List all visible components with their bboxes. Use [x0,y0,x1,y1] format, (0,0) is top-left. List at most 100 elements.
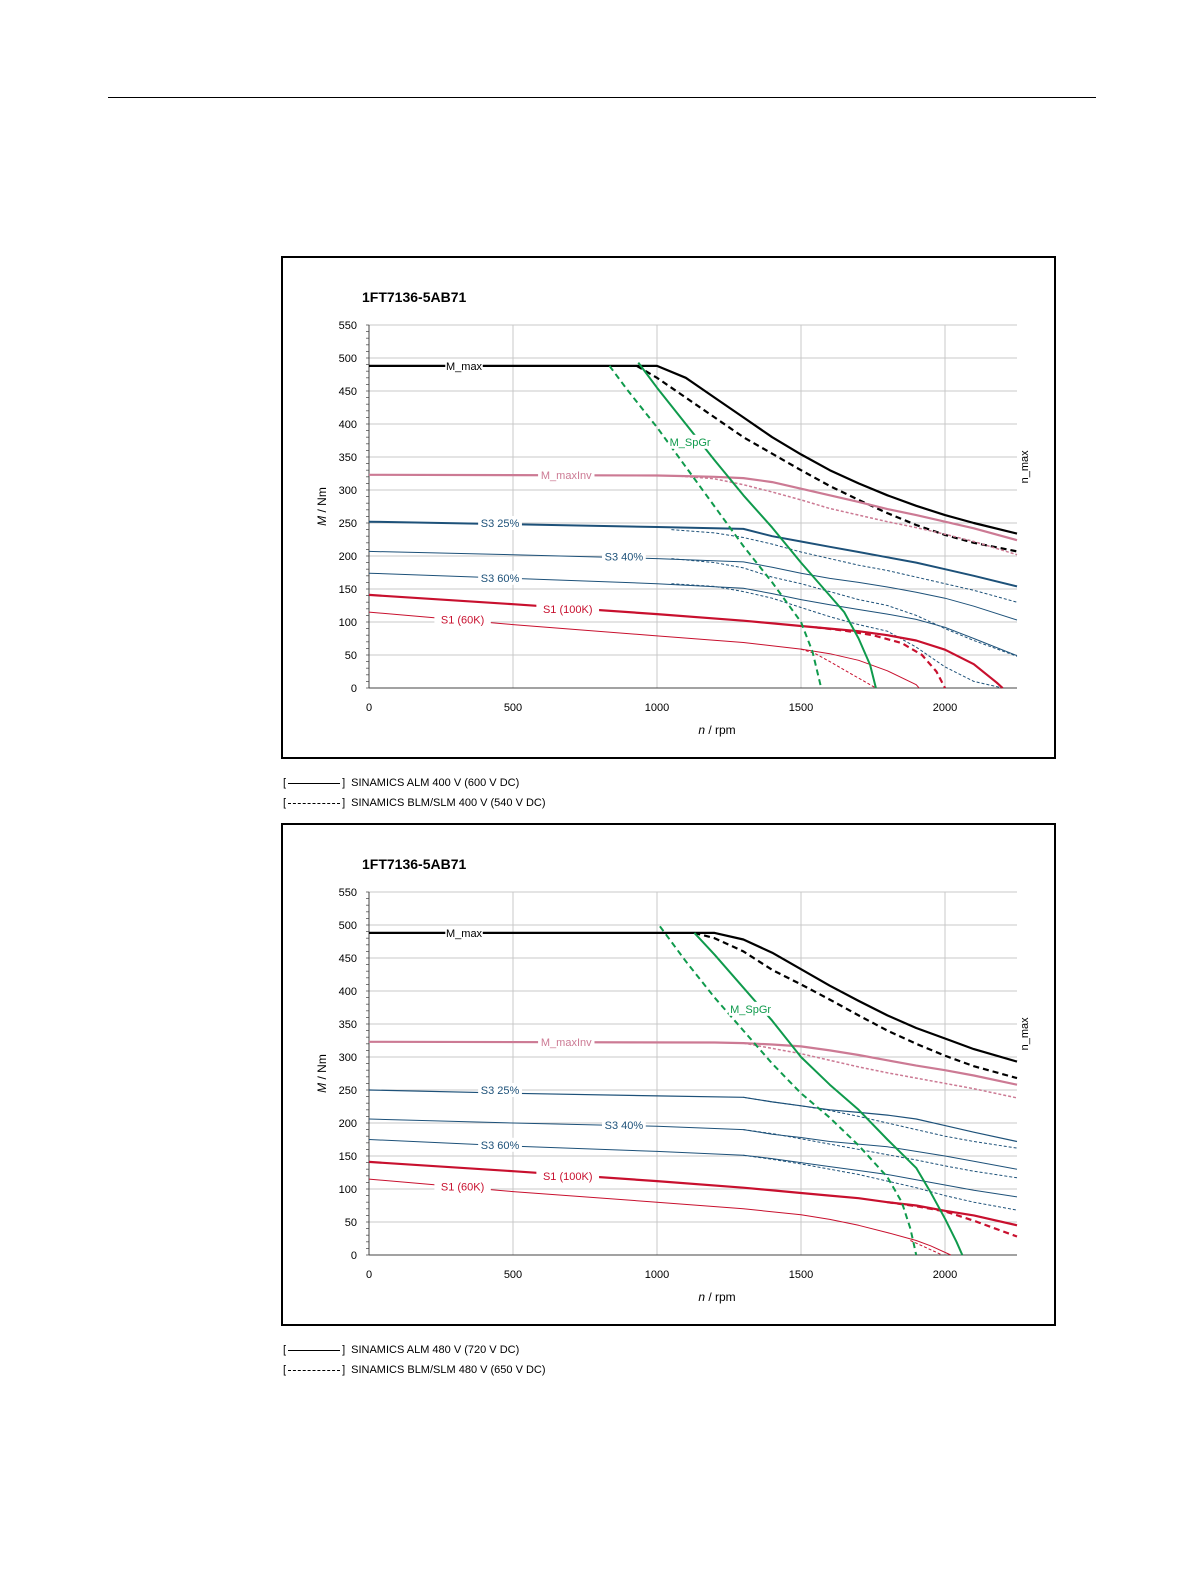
curve-label-text: S3 25% [481,1085,520,1097]
chart-panel-1: 1FT7136-5AB71 0 50 100 150 200 250 300 350 400 450… [281,256,1056,759]
n-max-label: n_max [1019,450,1031,484]
x-tick-label: 2000 [933,702,957,714]
curve-label-text: M_SpGr [730,1004,771,1016]
curve-label-s3-60: S3 60% [478,1137,522,1152]
x-tick-label: 1500 [789,1269,813,1281]
s3-40-solid-line [368,550,1018,621]
curve-label-text: S1 (60K) [441,1181,484,1193]
curve-label-s3-25: S3 25% [478,1083,522,1097]
curve-label-m-max: M_max [445,925,483,940]
y-tick-label: 0 [351,1250,357,1262]
series-11-dashed-line [887,1201,1018,1238]
curve-label-background [434,1179,491,1194]
x-axis-label: n / rpm [698,1290,735,1304]
curve-label-text: S3 25% [481,518,520,530]
y-tick-label: 550 [339,320,357,332]
curve-label-background [728,1001,773,1016]
s1-100k-solid-line [368,593,1004,689]
curve-label-s1-100k: S1 (100K) [536,601,600,616]
solid-line-swatch [288,1349,341,1351]
legend-row-dashed: [] SINAMICS BLM/SLM 480 V (650 V DC) [283,1360,546,1380]
curve-label-s3-25: S3 25% [478,516,522,530]
y-tick-label: 200 [339,1118,357,1130]
dashed-line-swatch [288,1369,341,1371]
legend-1: [] SINAMICS ALM 400 V (600 V DC) [] SINAMI… [283,773,546,813]
curve-label-m-spgr: M_SpGr [728,1001,773,1016]
m-max-solid-line [369,364,1018,535]
y-tick-label: 100 [339,617,357,629]
page-header-rule [108,97,1096,98]
series-11-dashed-line [815,626,946,689]
curve-label-background [478,1083,522,1097]
curve-label-background [445,358,483,373]
m-spgr-solid-line [637,362,877,689]
series-1-dashed-line [694,931,1018,1080]
legend-row-solid: [] SINAMICS ALM 400 V (600 V DC) [283,773,546,793]
series-3-dashed-line [679,475,1018,556]
legend-text: SINAMICS ALM 400 V (600 V DC) [351,777,520,789]
curve-label-text: S3 60% [481,1140,520,1152]
y-tick-label: 200 [339,551,357,563]
torque-speed-chart-1: 1FT7136-5AB71 0 50 100 150 200 250 300 350 400 450… [315,289,1031,737]
y-tick-label: 50 [345,650,357,662]
curve-label-background [434,612,491,627]
x-tick-label: 2000 [933,1269,957,1281]
y-axis-label: M / Nm [315,1054,329,1093]
x-tick-label: 1000 [645,702,669,714]
curve-label-s3-60: S3 60% [478,570,522,585]
curve-label-text: S1 (60K) [441,614,484,626]
torque-speed-chart-2: 1FT7136-5AB71 0 50 100 150 200 250 300 350 400 450… [315,856,1031,1304]
m-maxinv-solid-line [368,1040,1018,1086]
x-tick-label: 500 [504,702,522,714]
y-tick-label: 500 [339,920,357,932]
s3-25-solid-line [368,520,1018,588]
y-tick-label: 300 [339,1052,357,1064]
s3-25-solid-line [368,1089,1018,1143]
y-tick-label: 150 [339,584,357,596]
y-tick-label: 500 [339,353,357,365]
y-tick-label: 350 [339,1019,357,1031]
curve-label-background [445,925,483,940]
curve-label-s1-60k: S1 (60K) [434,1179,491,1194]
y-tick-label: 450 [339,953,357,965]
legend-text: SINAMICS ALM 480 V (720 V DC) [351,1344,520,1356]
series-3-dashed-line [743,1042,1018,1099]
dashed-line-swatch [288,802,341,804]
curve-label-text: S3 40% [605,1120,644,1132]
series-5-dashed-line [671,529,1018,603]
curve-label-s1-100k: S1 (100K) [536,1168,600,1183]
legend-row-solid: [] SINAMICS ALM 480 V (720 V DC) [283,1340,546,1360]
x-tick-label: 0 [366,702,372,714]
curve-label-s3-40: S3 40% [601,549,646,564]
curve-label-background [601,549,646,564]
series-15-dashed-line [659,925,918,1256]
chart-title: 1FT7136-5AB71 [362,856,466,872]
curve-label-background [668,434,713,449]
curve-label-text: S3 40% [605,552,644,564]
m-max-solid-line [369,931,1018,1063]
series-9-dashed-line [671,583,1003,689]
solid-line-swatch [288,782,341,784]
curve-label-text: S1 (100K) [543,1171,593,1183]
x-tick-label: 1500 [789,702,813,714]
s3-60-solid-line [368,572,1018,657]
series-15-dashed-line [608,365,823,689]
y-tick-label: 350 [339,452,357,464]
series-9-dashed-line [743,1154,1018,1211]
curve-label-background [478,1137,522,1152]
s1-60k-solid-line [368,1178,952,1256]
legend-row-dashed: [] SINAMICS BLM/SLM 400 V (540 V DC) [283,793,546,813]
y-tick-label: 250 [339,518,357,530]
chart-panel-2: 1FT7136-5AB71 0 50 100 150 200 250 300 350 400 450… [281,823,1056,1326]
y-tick-label: 550 [339,887,357,899]
curve-label-m-maxinv: M_maxInv [538,1034,595,1049]
curve-label-background [538,467,595,482]
x-tick-label: 500 [504,1269,522,1281]
curve-label-background [538,1034,595,1049]
series-7-dashed-line [671,558,1018,657]
curve-label-text: M_max [446,928,483,940]
curve-label-background [478,570,522,585]
y-tick-label: 300 [339,485,357,497]
y-tick-label: 400 [339,419,357,431]
curve-label-background [478,516,522,530]
